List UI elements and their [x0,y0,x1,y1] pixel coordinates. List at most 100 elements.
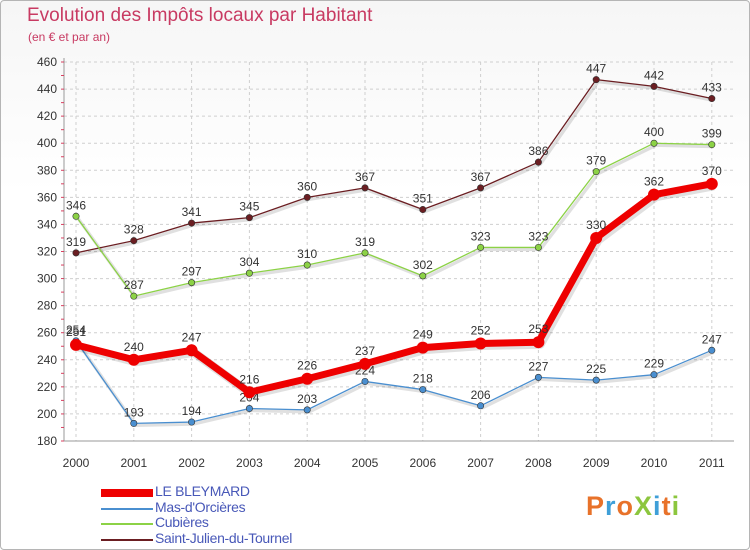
y-tick-label: 240 [37,353,57,367]
logo-letter: o [616,491,635,521]
data-point [477,184,485,192]
data-point [419,272,427,280]
data-point [243,386,256,399]
data-point [592,76,600,84]
data-point [130,292,138,300]
data-point [705,177,718,190]
data-label: 323 [528,229,548,243]
data-point [532,336,545,349]
series-line [72,180,716,396]
data-point [70,338,82,351]
data-label: 226 [297,359,317,373]
data-label: 247 [702,332,722,346]
data-label: 319 [66,235,86,249]
data-label: 386 [528,144,548,158]
series-line [75,340,713,425]
data-label: 328 [124,223,144,237]
x-tick-label: 2007 [467,456,494,470]
data-label: 206 [471,388,491,402]
data-label: 362 [644,175,664,189]
legend-label: LE BLEYMARD [155,483,250,499]
data-point [72,212,80,220]
data-label: 225 [586,362,606,376]
y-tick-label: 360 [37,190,57,204]
y-tick-label: 220 [37,380,57,394]
data-point [188,219,196,227]
data-label: 203 [297,392,317,406]
data-label: 323 [471,229,491,243]
data-point [130,419,138,427]
data-label: 193 [124,405,144,419]
legend-swatch [101,508,153,510]
y-tick-label: 440 [37,82,57,96]
series-line [75,78,713,254]
x-tick-label: 2001 [120,456,147,470]
data-point [361,184,369,192]
logo-letter: i [671,491,681,521]
data-point [534,158,542,166]
data-point [419,206,427,214]
data-point [534,373,542,381]
data-point [419,386,427,394]
logo-letter: r [605,491,617,521]
data-label: 433 [702,81,722,95]
data-label: 253 [528,322,548,336]
data-label: 247 [182,330,202,344]
data-label: 297 [182,265,202,279]
data-point [650,139,658,147]
legend-label: Mas-d'Orcières [155,499,246,515]
y-tick-label: 260 [37,326,57,340]
data-point [650,82,658,90]
legend-label: Cubières [155,514,209,530]
data-label: 304 [239,255,259,269]
legend-swatch [101,489,153,497]
data-label: 447 [586,62,606,76]
x-tick-label: 2011 [699,456,725,470]
y-tick-label: 280 [37,299,57,313]
x-tick-label: 2000 [63,456,90,470]
data-point [245,269,253,277]
data-point [477,402,485,410]
data-point [130,237,138,245]
chart-title: Evolution des Impôts locaux par Habitant [27,5,373,26]
x-tick-label: 2003 [236,456,263,470]
data-point [301,372,314,385]
data-point [708,346,716,354]
y-tick-label: 460 [37,55,57,69]
data-point [477,243,485,251]
data-label: 229 [644,357,664,371]
series-line-shadow [76,341,715,428]
y-tick-label: 380 [37,163,57,177]
data-point [592,168,600,176]
logo-letter: P [586,491,606,521]
x-tick-label: 2010 [641,456,668,470]
data-point [590,231,603,244]
data-label: 287 [124,278,144,292]
data-label: 237 [355,344,375,358]
data-label: 345 [239,200,259,214]
data-point [592,376,600,384]
data-point [188,418,196,426]
data-label: 370 [702,164,722,178]
data-point [303,261,311,269]
data-label: 400 [644,125,664,139]
data-label: 341 [182,205,202,219]
data-point [188,279,196,287]
legend-swatch [101,539,153,541]
chart-subtitle: (en € et par an) [28,30,111,44]
data-label: 302 [413,258,433,272]
logo-letter: t [661,491,672,521]
data-label: 367 [355,170,375,184]
data-point [416,341,429,354]
x-tick-label: 2009 [583,456,610,470]
data-point [708,141,716,149]
series-line-shadow [77,79,715,257]
x-tick-label: 2004 [294,456,321,470]
logo-letter: i [653,491,662,521]
data-point [72,249,80,257]
data-label: 346 [66,198,86,212]
data-point [361,249,369,257]
data-label: 240 [124,340,144,354]
data-label: 194 [182,404,202,418]
